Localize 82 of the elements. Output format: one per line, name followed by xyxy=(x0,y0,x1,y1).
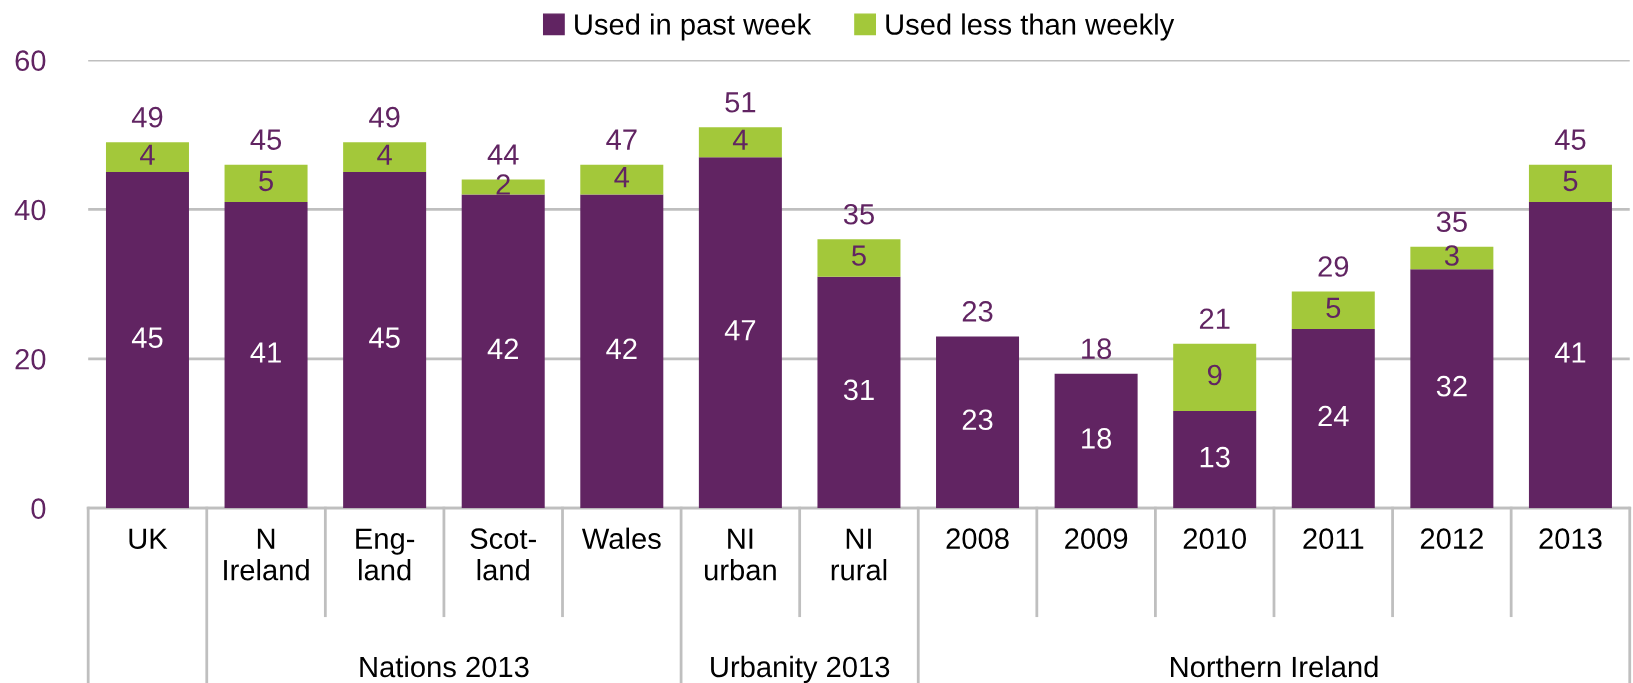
x-tick-label: Scot- land xyxy=(470,528,536,581)
bar xyxy=(580,194,664,509)
data-label: 18 xyxy=(1082,428,1112,449)
total-label: 45 xyxy=(1554,129,1586,150)
data-label: 45 xyxy=(369,327,400,348)
data-label: 31 xyxy=(843,379,874,401)
bar xyxy=(817,239,901,277)
bar xyxy=(1528,201,1612,509)
x-tick-label: 2012 xyxy=(1420,528,1483,550)
legend-label: Used less than weekly xyxy=(886,13,1175,41)
data-label: 4 xyxy=(377,144,392,165)
data-label: 41 xyxy=(250,342,281,363)
y-tick-label: 20 xyxy=(15,349,46,370)
x-tick-label: 2009 xyxy=(1065,528,1128,550)
x-tick-label: UK xyxy=(129,528,168,550)
text: Northern Ireland xyxy=(1171,655,1378,678)
data-label: 42 xyxy=(487,338,518,359)
bar xyxy=(817,276,901,509)
data-label: 3 xyxy=(1444,245,1459,266)
data-label: 42 xyxy=(606,338,637,359)
x-tick-label: 2011 xyxy=(1303,528,1364,550)
bar xyxy=(343,142,427,173)
data-label: 4 xyxy=(140,144,155,165)
total-label: 18 xyxy=(1082,338,1112,360)
total-label: 49 xyxy=(369,106,400,128)
y-tick-label: 0 xyxy=(31,498,46,520)
bar xyxy=(224,201,308,509)
text: Urbanity 2013 xyxy=(711,655,890,683)
text: Nations 2013 xyxy=(360,655,529,678)
bar xyxy=(698,157,782,509)
total-label: 44 xyxy=(487,144,519,165)
total-label: 29 xyxy=(1318,256,1349,277)
data-label: 13 xyxy=(1200,446,1230,468)
bar xyxy=(1410,246,1494,270)
x-tick-label: Eng- land xyxy=(356,528,415,581)
data-label: 4 xyxy=(732,129,748,150)
bar xyxy=(580,164,664,195)
data-label: 24 xyxy=(1318,405,1349,427)
data-label: 2 xyxy=(496,174,510,195)
data-label: 5 xyxy=(852,245,866,266)
bar xyxy=(936,336,1020,509)
data-label: 4 xyxy=(614,167,630,188)
data-label: 45 xyxy=(131,327,163,348)
y-tick-label: 40 xyxy=(14,199,46,221)
total-label: 45 xyxy=(250,129,282,150)
bar xyxy=(1291,291,1375,329)
bar xyxy=(698,127,782,158)
data-label: 5 xyxy=(1326,297,1341,319)
bar xyxy=(224,164,308,202)
bar xyxy=(343,172,427,509)
y-tick-label: 60 xyxy=(15,50,46,71)
x-tick-label: 2010 xyxy=(1183,528,1247,550)
total-label: 51 xyxy=(725,92,756,113)
data-label: 41 xyxy=(1554,342,1586,363)
bar xyxy=(105,172,189,509)
x-tick-label: NI rural xyxy=(831,528,887,581)
total-label: 23 xyxy=(962,301,993,322)
x-tick-label: N Ireland xyxy=(224,528,309,581)
bar xyxy=(1528,164,1612,202)
data-label: 5 xyxy=(1563,170,1578,192)
x-tick-label: 2013 xyxy=(1539,528,1602,550)
total-label: 47 xyxy=(606,129,637,150)
data-label: 5 xyxy=(259,170,273,192)
data-label: 32 xyxy=(1436,375,1467,397)
x-tick-label: NI urban xyxy=(704,528,776,581)
bar xyxy=(1410,269,1494,509)
data-label: 9 xyxy=(1207,364,1222,386)
bar xyxy=(1054,373,1138,509)
total-label: 49 xyxy=(131,106,163,128)
total-label: 21 xyxy=(1199,308,1230,329)
bar xyxy=(1173,343,1257,412)
bar xyxy=(461,194,545,509)
data-label: 47 xyxy=(724,320,756,341)
legend-label: Used in past week xyxy=(575,13,812,41)
total-label: 35 xyxy=(1436,211,1467,233)
total-label: 35 xyxy=(843,203,874,225)
data-label: 23 xyxy=(962,409,993,431)
x-tick-label: 2008 xyxy=(946,528,1009,550)
bar xyxy=(1291,328,1375,509)
bar xyxy=(105,142,189,173)
bar xyxy=(1173,411,1257,509)
x-tick-label: Wales xyxy=(581,527,661,550)
